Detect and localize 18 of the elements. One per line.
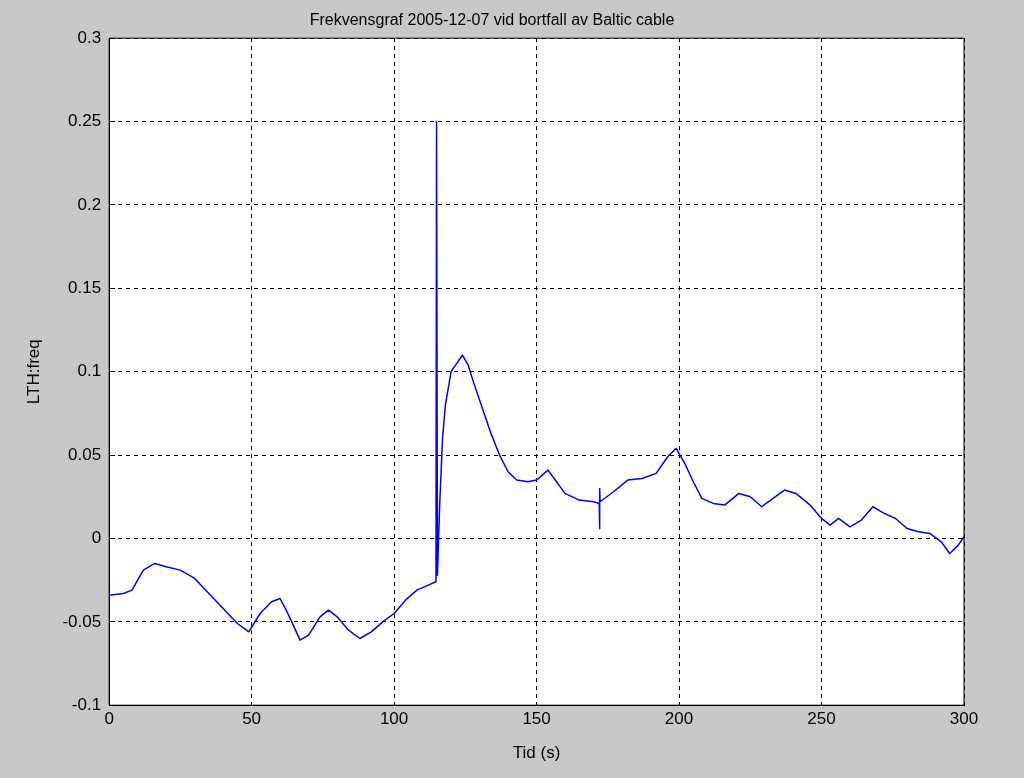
x-tick-label: 100 bbox=[379, 709, 409, 729]
x-tick-label: 250 bbox=[807, 709, 836, 729]
x-tick-label: 200 bbox=[664, 709, 694, 729]
y-tick-label: 0.2 bbox=[77, 194, 102, 214]
x-tick-label: 150 bbox=[522, 709, 551, 729]
y-tick-label: 0.15 bbox=[68, 278, 102, 298]
y-tick-label: -0.05 bbox=[62, 611, 102, 631]
y-tick-label: -0.1 bbox=[71, 694, 102, 714]
y-tick-label: 0.3 bbox=[77, 27, 102, 47]
y-tick-label: 0.1 bbox=[77, 361, 102, 381]
y-tick-label: 0 bbox=[91, 528, 102, 548]
y-axis-title: LTH:freq bbox=[23, 339, 43, 405]
x-tick-label: 300 bbox=[949, 709, 979, 729]
chart-title: Frekvensgraf 2005-12-07 vid bortfall av Baltic cable bbox=[309, 11, 675, 29]
x-tick-label: 50 bbox=[242, 709, 262, 729]
x-axis-title: Tid (s) bbox=[512, 743, 561, 763]
y-tick-label: 0.25 bbox=[68, 111, 102, 131]
y-tick-label: 0.05 bbox=[68, 444, 102, 464]
